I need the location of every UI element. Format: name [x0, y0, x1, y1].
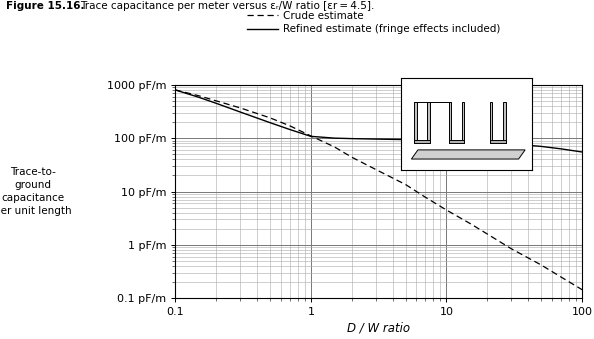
Polygon shape	[414, 140, 429, 143]
Polygon shape	[462, 101, 465, 143]
Polygon shape	[490, 140, 505, 143]
Polygon shape	[503, 101, 505, 143]
Polygon shape	[427, 101, 429, 143]
X-axis label: D / W ratio: D / W ratio	[347, 321, 410, 335]
Polygon shape	[448, 140, 465, 143]
Polygon shape	[490, 101, 492, 143]
Polygon shape	[414, 101, 416, 143]
Polygon shape	[448, 101, 451, 143]
Polygon shape	[412, 150, 525, 159]
Legend: Crude estimate, Refined estimate (fringe effects included): Crude estimate, Refined estimate (fringe…	[243, 7, 505, 38]
Text: Trace capacitance per meter versus εᵣ/W ratio [εr = 4.5].: Trace capacitance per meter versus εᵣ/W …	[80, 1, 375, 11]
Text: Figure 15.16.: Figure 15.16.	[6, 1, 84, 11]
Text: Trace-to-
ground
capacitance
per unit length: Trace-to- ground capacitance per unit le…	[0, 167, 71, 216]
